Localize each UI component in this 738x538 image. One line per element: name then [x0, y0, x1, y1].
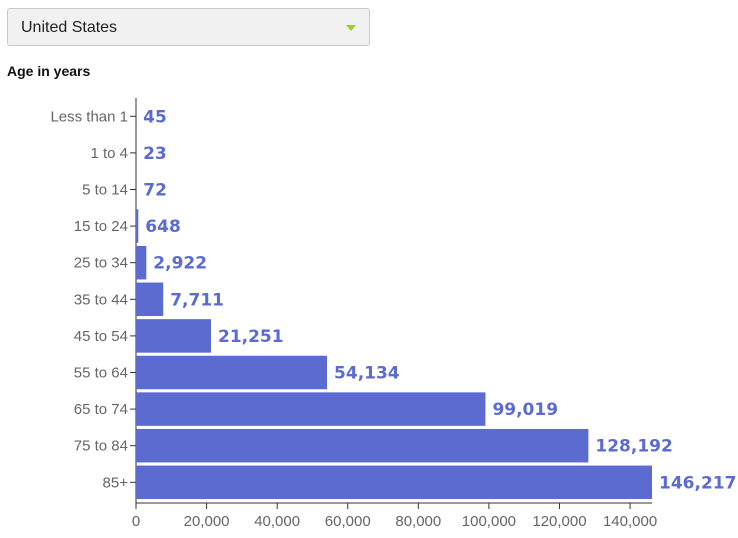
data-label: 7,711 [170, 290, 224, 310]
x-tick-label: 120,000 [532, 513, 586, 530]
bar [136, 428, 589, 463]
y-tick-label: 65 to 74 [74, 401, 128, 418]
y-tick-label: 85+ [103, 474, 129, 491]
x-tick-label: 20,000 [184, 513, 230, 530]
bar [136, 282, 164, 317]
data-label: 23 [143, 144, 167, 164]
data-label: 99,019 [492, 400, 558, 420]
x-tick-label: 40,000 [254, 513, 300, 530]
data-label: 146,217 [659, 473, 736, 493]
x-tick-label: 0 [132, 513, 140, 530]
country-dropdown-value: United States [21, 19, 118, 36]
y-tick-label: 15 to 24 [74, 218, 128, 235]
x-tick-label: 80,000 [395, 513, 441, 530]
bar [136, 355, 328, 390]
y-tick-label: 35 to 44 [74, 291, 128, 308]
chevron-down-icon[interactable] [346, 25, 356, 31]
data-label: 72 [143, 181, 167, 201]
y-tick-label: 1 to 4 [90, 145, 128, 162]
bar [136, 319, 211, 353]
country-dropdown[interactable]: United States [7, 8, 370, 46]
bar [136, 465, 652, 500]
y-tick-label: 45 to 54 [74, 328, 128, 345]
x-tick-label: 60,000 [325, 513, 371, 530]
x-tick-label: 140,000 [603, 513, 657, 530]
data-label: 21,251 [218, 327, 284, 347]
bar [136, 209, 139, 243]
y-tick-label: Less than 1 [50, 108, 128, 125]
y-tick-label: 75 to 84 [74, 438, 128, 455]
data-label: 54,134 [334, 364, 400, 384]
y-tick-label: 25 to 34 [74, 255, 128, 272]
data-label: 2,922 [153, 254, 207, 274]
data-label: 45 [143, 107, 167, 127]
data-label: 648 [145, 217, 181, 237]
x-tick-label: 100,000 [462, 513, 516, 530]
bar [136, 392, 486, 426]
y-tick-label: 55 to 64 [74, 365, 128, 382]
data-label: 128,192 [595, 437, 672, 457]
bar [136, 245, 147, 280]
y-tick-label: 5 to 14 [82, 182, 128, 199]
y-axis-title: Age in years [7, 63, 91, 79]
